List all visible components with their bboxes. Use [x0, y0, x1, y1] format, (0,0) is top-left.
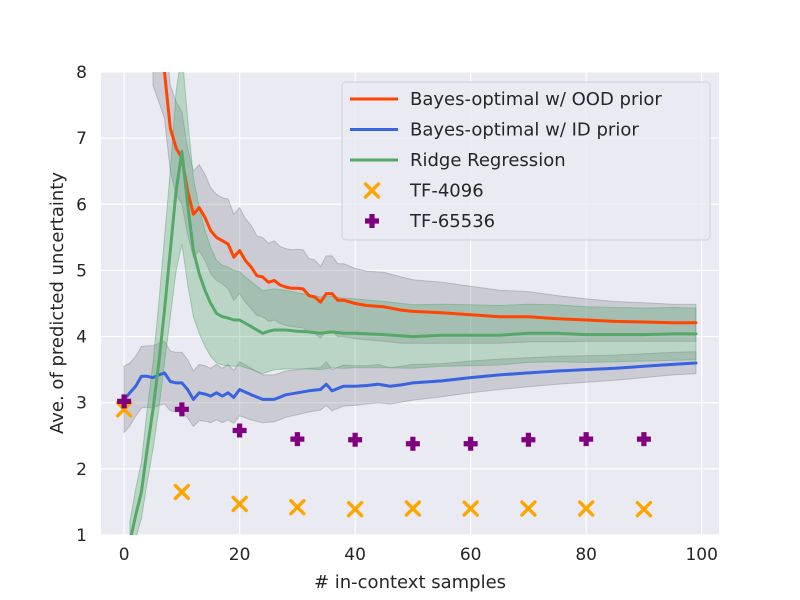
- y-axis-label: Ave. of predicted uncertainty: [47, 172, 68, 434]
- tf-4096-point: [635, 501, 653, 518]
- x-axis-label: # in-context samples: [314, 572, 506, 593]
- y-tick-label: 6: [76, 195, 87, 215]
- bayes-optimal-w-id-prior-line: [122, 361, 698, 401]
- legend-label: TF-65536: [409, 211, 495, 232]
- legend-item-tf-65536: TF-65536: [365, 211, 495, 232]
- y-tick-labels: 1 2 3 4 5 6 7 8: [76, 63, 87, 546]
- legend-swatch: [363, 182, 381, 199]
- bayes-optimal-w-ood-prior-band: [152, 72, 697, 344]
- tf-4096-point: [231, 495, 248, 513]
- tf-65536-point: [117, 394, 132, 409]
- x-tick-label: 60: [460, 545, 482, 565]
- tf-4096-point: [404, 500, 422, 517]
- legend: Bayes-optimal w/ OOD prior Bayes-optimal …: [341, 81, 711, 241]
- y-tick-label: 2: [76, 460, 87, 480]
- tf-65536-point: [232, 423, 247, 438]
- legend-swatch: [365, 214, 379, 228]
- tf-4096-point: [346, 501, 364, 518]
- x-tick-label: 0: [119, 545, 130, 565]
- tf-65536-point: [463, 436, 478, 451]
- ridge-regression-line: [129, 149, 698, 535]
- legend-item-bayes-optimal-w-ood-prior: Bayes-optimal w/ OOD prior: [350, 89, 662, 110]
- tf-65536-point: [348, 432, 363, 447]
- y-tick-label: 5: [76, 261, 87, 281]
- legend-box: [341, 81, 711, 241]
- legend-label: Ridge Regression: [410, 150, 566, 171]
- y-tick-label: 1: [76, 526, 87, 546]
- y-tick-label: 4: [76, 328, 87, 348]
- tf-65536-point: [579, 432, 594, 447]
- x-tick-labels: 0 20 40 60 80 100: [119, 545, 718, 565]
- tf-65536-point: [521, 432, 536, 447]
- ridge-regression-band: [129, 72, 697, 535]
- tf-4096-point: [173, 483, 191, 501]
- x-tick-label: 80: [575, 545, 597, 565]
- tf-4096-point: [577, 500, 595, 517]
- tf-4096-point: [462, 500, 479, 517]
- y-tick-label: 8: [76, 63, 87, 83]
- legend-item-tf-4096: TF-4096: [363, 181, 484, 202]
- legend-item-bayes-optimal-w-id-prior: Bayes-optimal w/ ID prior: [350, 120, 639, 141]
- y-tick-label: 7: [76, 129, 87, 149]
- tf-4096-point: [520, 500, 537, 517]
- confidence-bands: [123, 72, 697, 535]
- legend-label: Bayes-optimal w/ ID prior: [410, 120, 639, 141]
- x-tick-label: 20: [229, 545, 251, 565]
- bayes-optimal-w-id-prior-band: [123, 340, 697, 434]
- legend-item-ridge-regression: Ridge Regression: [350, 150, 566, 171]
- scatter-points: [115, 394, 653, 518]
- x-tick-label: 40: [344, 545, 366, 565]
- x-tick-label: 100: [685, 545, 717, 565]
- tf-65536-point: [174, 402, 189, 417]
- bayes-optimal-w-ood-prior-line: [162, 72, 698, 325]
- tf-65536-point: [636, 432, 651, 447]
- tf-65536-point: [405, 436, 420, 451]
- legend-label: Bayes-optimal w/ OOD prior: [410, 89, 662, 110]
- tf-65536-point: [290, 432, 305, 447]
- legend-label: TF-4096: [409, 181, 484, 202]
- y-tick-label: 3: [76, 394, 87, 414]
- series-lines: [122, 72, 698, 535]
- tf-4096-point: [115, 401, 133, 418]
- tf-4096-point: [289, 499, 306, 516]
